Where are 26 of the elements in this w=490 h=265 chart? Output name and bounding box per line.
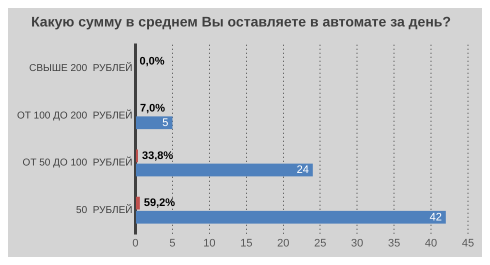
x-tick-label: 45 [462, 237, 474, 250]
x-tick-label: 40 [424, 237, 438, 250]
bar [136, 196, 140, 210]
x-tick-label: 0 [132, 237, 139, 250]
bar [136, 116, 172, 130]
x-tick-label: 15 [240, 237, 252, 250]
x-tick-label: 5 [169, 237, 176, 250]
x-tick-label: 20 [277, 237, 290, 250]
data-label: 7,0% [140, 102, 166, 115]
x-tick-label: 35 [388, 237, 400, 250]
data-label: 33,8% [142, 150, 174, 162]
data-label: 59,2% [144, 197, 176, 210]
data-label: 5 [162, 116, 168, 129]
data-label: 0,0% [139, 55, 165, 68]
y-tick-label: ОТ 100 ДО 200 РУБЛЕЙ [17, 108, 132, 122]
bar [136, 164, 313, 176]
y-tick-label: СВЫШЕ 200 РУБЛЕЙ [29, 61, 132, 74]
chart-title: Какую сумму в среднем Вы оставляете в автомате за день? [31, 13, 451, 30]
x-tick-label: 10 [203, 237, 216, 250]
y-tick-label: ОТ 50 ДО 100 РУБЛЕЙ [22, 156, 132, 169]
bar [136, 210, 446, 224]
data-label: 42 [430, 211, 442, 224]
x-tick-label: 25 [314, 237, 326, 250]
x-tick-label: 30 [351, 237, 364, 250]
y-tick-label: 50 РУБЛЕЙ [76, 202, 132, 216]
data-label: 24 [296, 164, 309, 176]
